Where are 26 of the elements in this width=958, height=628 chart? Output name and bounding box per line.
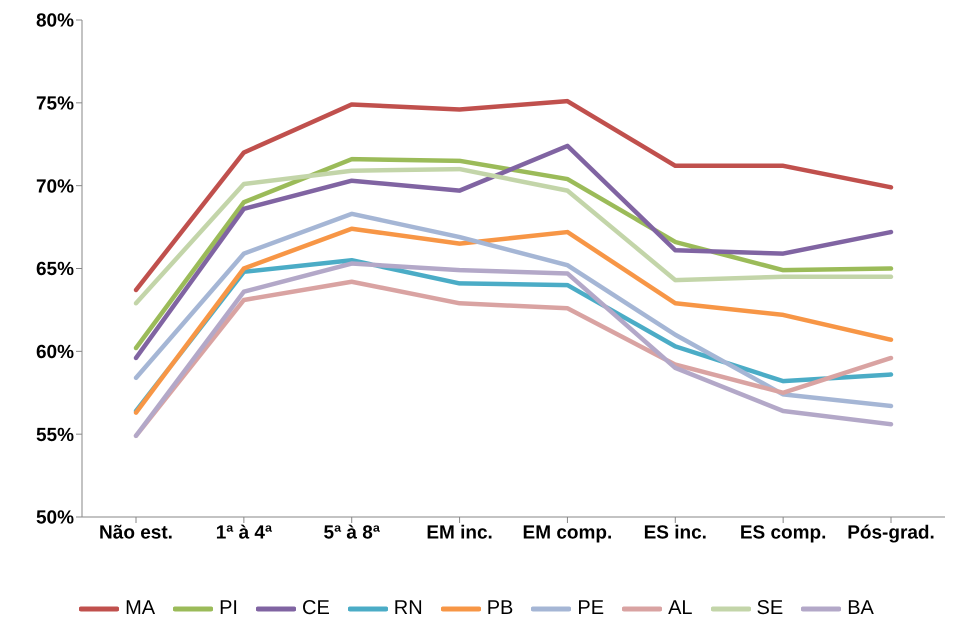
x-tick-label: Pós-grad. bbox=[847, 522, 935, 544]
y-tick-label: 75% bbox=[36, 94, 74, 115]
legend-label: SE bbox=[756, 597, 784, 620]
legend-label: RN bbox=[392, 597, 423, 620]
x-tick-label: 5ª à 8ª bbox=[324, 522, 381, 544]
legend-label: PE bbox=[576, 597, 604, 620]
legend-label: PI bbox=[218, 597, 238, 620]
y-tick-label: 70% bbox=[36, 176, 74, 198]
legend-label: PB bbox=[486, 597, 514, 620]
y-tick-label: 65% bbox=[36, 259, 74, 280]
legend-label: BA bbox=[846, 597, 874, 620]
x-tick-label: ES comp. bbox=[740, 522, 826, 544]
legend-label: MA bbox=[124, 597, 156, 620]
legend-label: AL bbox=[667, 597, 693, 620]
line-series bbox=[134, 98, 894, 292]
line-series bbox=[134, 166, 894, 306]
legend-label: CE bbox=[301, 597, 330, 620]
x-tick-label: EM inc. bbox=[426, 522, 493, 544]
y-tick-label: 80% bbox=[36, 10, 74, 32]
x-tick-label: 1ª à 4ª bbox=[216, 522, 273, 544]
x-tick-label: EM comp. bbox=[522, 522, 612, 544]
x-tick-label: Não est. bbox=[99, 522, 173, 544]
y-tick-label: 55% bbox=[36, 424, 74, 446]
y-tick-label: 50% bbox=[36, 508, 74, 529]
x-tick-label: ES inc. bbox=[644, 522, 707, 544]
y-tick-label: 60% bbox=[36, 342, 74, 364]
